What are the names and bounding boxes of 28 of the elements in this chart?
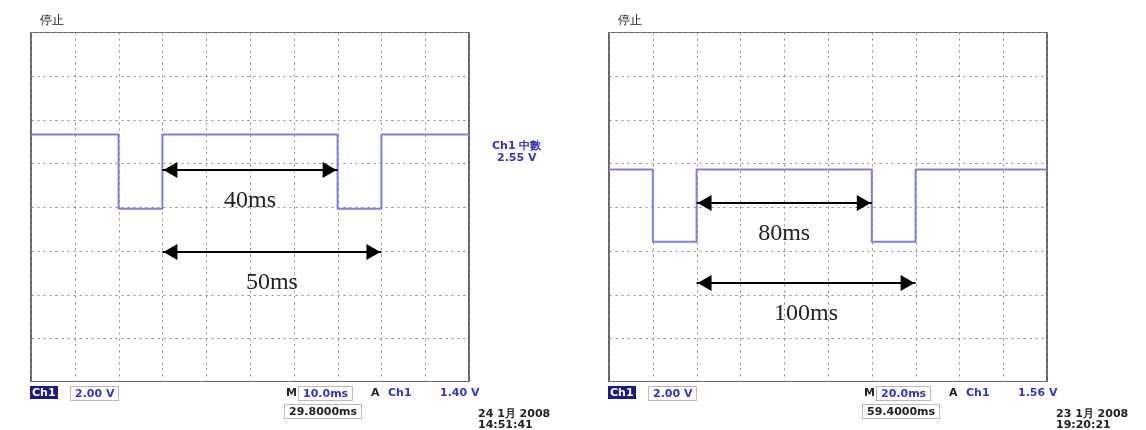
- text: 10.0ms: [298, 386, 354, 401]
- text: M: [286, 386, 297, 399]
- text: 2.00 V: [70, 386, 120, 401]
- text: 59.4000ms: [862, 404, 941, 419]
- text: 停止: [618, 12, 642, 29]
- text: 29.8000ms: [284, 404, 363, 419]
- text: 14:51:41: [478, 418, 533, 430]
- text: Ch1: [388, 386, 412, 399]
- text: 停止: [40, 12, 64, 29]
- text: 1.40 V: [440, 386, 480, 399]
- text: Ch1: [608, 386, 636, 399]
- text: Ch1: [966, 386, 990, 399]
- text: Ch1 中數: [492, 138, 542, 153]
- text: 2.00 V: [648, 386, 698, 401]
- text: M: [864, 386, 875, 399]
- text: A: [949, 386, 958, 399]
- text: A: [371, 386, 380, 399]
- annotation: 100ms: [774, 299, 839, 325]
- text: 1.56 V: [1018, 386, 1058, 399]
- annotation: 50ms: [245, 268, 298, 294]
- text: 23 1月 2008: [1056, 406, 1129, 420]
- text: 20.0ms: [876, 386, 932, 401]
- text: 24 1月 2008: [478, 406, 551, 420]
- annotation: 40ms: [223, 186, 277, 212]
- text: 2.55 V: [497, 151, 537, 164]
- annotation: 80ms: [758, 219, 811, 245]
- text: Ch1: [30, 386, 58, 399]
- text: 19:20:21: [1056, 418, 1111, 430]
